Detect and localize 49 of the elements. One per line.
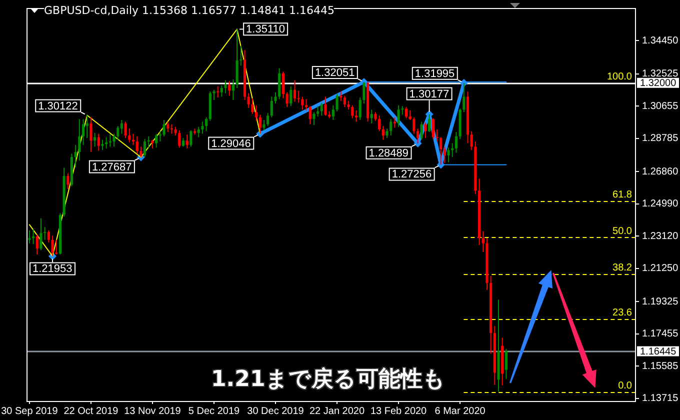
- data-label: 1.29046: [211, 138, 251, 150]
- candlestick: [401, 106, 404, 115]
- chart-title: GBPUSD-cd,Daily 1.15368 1.16577 1.14841 1.16445: [44, 4, 334, 17]
- candlestick: [44, 226, 46, 240]
- candlestick: [297, 90, 300, 103]
- data-label: 1.35110: [246, 24, 286, 36]
- annotation: 61.8: [612, 189, 632, 200]
- annotation: 100.0: [606, 72, 632, 83]
- data-label: 1.27687: [92, 161, 132, 174]
- data-label: 1.32051: [314, 66, 355, 79]
- annotation: 1.21まで戻る可能性も: [211, 367, 446, 393]
- annotation: 38.2: [612, 262, 632, 274]
- x-tick-label: 5 Dec 2019: [188, 406, 240, 417]
- x-tick-label: 13 Feb 2020: [370, 406, 428, 417]
- y-tick-label: 1.24990: [642, 198, 679, 210]
- candlestick: [55, 240, 58, 255]
- y-tick-label: 1.28785: [642, 133, 679, 144]
- y-tick-label: 1.32525: [642, 68, 679, 80]
- x-tick-label: 13 Nov 2019: [124, 406, 182, 417]
- x-tick-label: 22 Jan 2020: [309, 406, 365, 417]
- y-tick-label: 1.13715: [642, 393, 679, 404]
- x-tick-label: 6 Mar 2020: [434, 406, 486, 417]
- candlestick: [158, 131, 162, 142]
- candlestick: [240, 46, 242, 66]
- data-label: 1.30122: [38, 100, 78, 112]
- annotation: 23.6: [612, 307, 632, 318]
- y-tick-label: 1.19325: [642, 296, 679, 308]
- data-label: 1.28489: [368, 147, 409, 160]
- y-tick-label: 1.30655: [642, 100, 679, 112]
- ref-line-label: 1.16445: [640, 346, 677, 358]
- y-tick-label: 1.21250: [642, 263, 679, 274]
- data-label: 1.30177: [409, 88, 450, 100]
- candlestick: [436, 129, 438, 142]
- ref-line-label: 1.32000: [640, 78, 677, 90]
- y-tick-label: 1.15585: [642, 360, 679, 372]
- y-tick-label: 1.17455: [642, 328, 679, 340]
- y-tick-label: 1.34450: [642, 35, 679, 46]
- data-label: 1.21953: [32, 263, 72, 276]
- y-tick-label: 1.26860: [642, 166, 679, 178]
- x-tick-label: 30 Sep 2019: [1, 406, 58, 417]
- y-tick-label: 1.23120: [642, 230, 679, 242]
- data-label: 1.27256: [392, 168, 432, 181]
- data-label: 1.31995: [414, 68, 455, 80]
- candlestick: [86, 115, 88, 138]
- candlestick: [108, 134, 112, 147]
- x-tick-label: 30 Dec 2019: [247, 406, 304, 417]
- annotation: 0.0: [618, 380, 632, 392]
- x-tick-label: 22 Oct 2019: [64, 406, 119, 417]
- annotation: 50.0: [612, 226, 632, 238]
